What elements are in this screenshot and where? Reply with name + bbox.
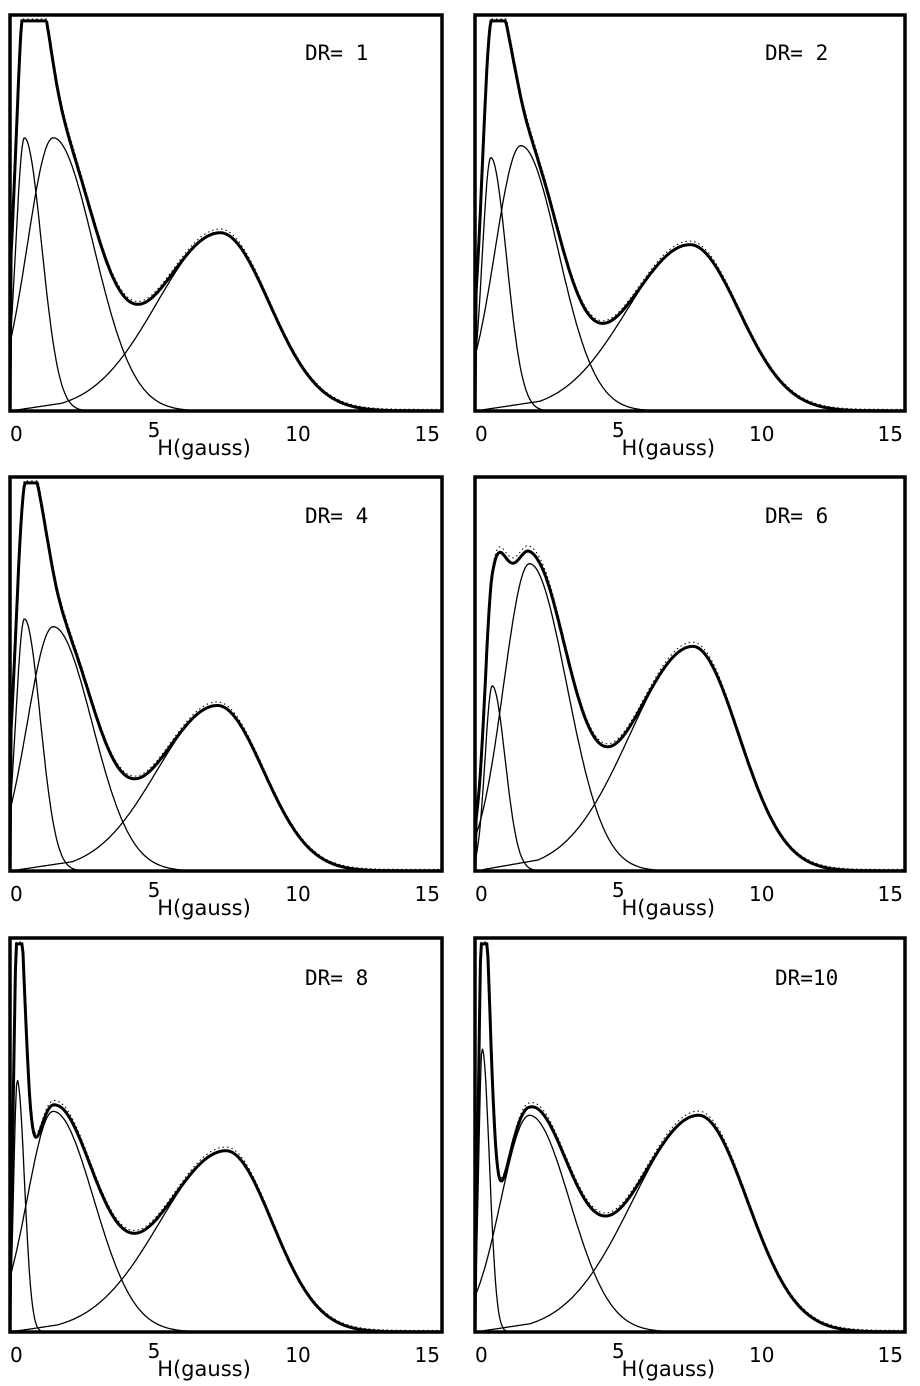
plot-frame: [473, 475, 907, 873]
component-curve-3: [474, 645, 905, 872]
x-tick-label: 0: [10, 422, 23, 446]
x-tick-label: 0: [475, 422, 488, 446]
x-tick-label: 5: [148, 418, 161, 442]
x-tick-label: 10: [749, 1343, 774, 1367]
total-fit-curve: [8, 481, 442, 873]
component-curve-3: [9, 232, 442, 412]
x-axis-title: H(gauss): [157, 436, 251, 460]
x-tick-label: 15: [878, 1343, 903, 1367]
panel-dr-1: DR= 1 0 5 10 15 H(gauss): [8, 13, 444, 460]
component-curve-1: [9, 1080, 442, 1333]
x-tick-label: 10: [285, 882, 310, 906]
panel-label: DR= 2: [765, 41, 828, 65]
x-tick-label: 15: [415, 1343, 440, 1367]
x-tick-label: 10: [285, 1343, 310, 1367]
x-axis-title: H(gauss): [157, 896, 251, 920]
component-curve-3: [474, 244, 905, 412]
x-tick-label: 5: [148, 878, 161, 902]
component-curve-1: [474, 684, 905, 872]
panel-dr-6: DR= 6 0 5 10 15 H(gauss): [473, 475, 907, 920]
panel-dr-4: DR= 4 0 5 10 15 H(gauss): [8, 475, 444, 920]
panel-dr-10: DR=10 0 5 10 15 H(gauss): [473, 936, 907, 1381]
plot-frame: [8, 475, 444, 873]
x-tick-label: 5: [612, 1339, 625, 1363]
component-curve-1: [474, 156, 905, 412]
component-curve-3: [9, 704, 442, 872]
plot-frame: [473, 936, 907, 1334]
panel-label: DR= 1: [305, 41, 368, 65]
component-curve-1: [9, 618, 442, 872]
x-tick-label: 15: [415, 422, 440, 446]
component-curve-2: [9, 137, 442, 412]
x-tick-label: 5: [148, 1339, 161, 1363]
component-curve-2: [474, 145, 905, 412]
x-tick-label: 0: [475, 882, 488, 906]
component-curve-2: [474, 563, 905, 872]
x-tick-label: 10: [749, 882, 774, 906]
component-curve-3: [9, 1150, 442, 1333]
panel-dr-2: DR= 2 0 5 10 15 H(gauss): [473, 13, 907, 460]
plot-frame: [8, 13, 444, 413]
component-curve-2: [9, 626, 442, 872]
total-fit-curve: [473, 942, 905, 1334]
x-tick-label: 15: [415, 882, 440, 906]
component-curve-1: [474, 1048, 905, 1333]
total-fit-curve: [8, 942, 442, 1334]
observed-data: [474, 18, 905, 410]
component-curve-1: [9, 137, 442, 412]
observed-data: [474, 941, 905, 1331]
panel-label: DR= 8: [305, 966, 368, 990]
panel-label: DR= 6: [765, 504, 828, 528]
total-fit-curve: [8, 19, 442, 413]
panel-dr-8: DR= 8 0 5 10 15 H(gauss): [8, 936, 444, 1381]
x-axis-title: H(gauss): [622, 436, 716, 460]
panel-label: DR=10: [775, 966, 838, 990]
x-tick-label: 15: [878, 422, 903, 446]
component-curve-2: [9, 1110, 442, 1333]
x-tick-label: 10: [749, 422, 774, 446]
total-fit-curve: [473, 549, 905, 873]
x-tick-label: 10: [285, 422, 310, 446]
x-tick-label: 5: [612, 418, 625, 442]
x-axis-title: H(gauss): [622, 1357, 716, 1381]
x-tick-label: 0: [475, 1343, 488, 1367]
observed-data: [474, 545, 905, 870]
observed-data: [9, 941, 442, 1331]
observed-data: [9, 18, 442, 410]
x-tick-label: 15: [878, 882, 903, 906]
x-axis-title: H(gauss): [622, 896, 716, 920]
panel-label: DR= 4: [305, 504, 368, 528]
x-tick-label: 5: [612, 878, 625, 902]
observed-data: [9, 480, 442, 870]
x-axis-title: H(gauss): [157, 1357, 251, 1381]
total-fit-curve: [473, 19, 905, 413]
plot-frame: [473, 13, 907, 413]
x-tick-label: 0: [10, 882, 23, 906]
component-curve-2: [474, 1114, 905, 1333]
plot-frame: [8, 936, 444, 1334]
component-curve-3: [474, 1114, 905, 1333]
x-tick-label: 0: [10, 1343, 23, 1367]
